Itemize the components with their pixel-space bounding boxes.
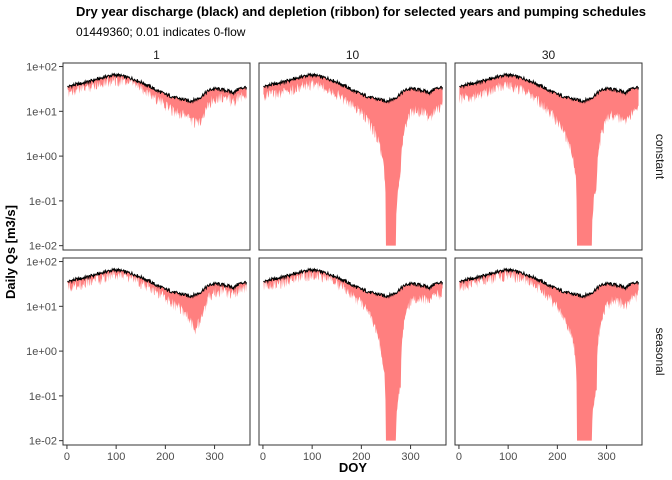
y-tick-label: 1e+01 [26, 106, 57, 118]
panel-seasonal-1 [67, 267, 248, 335]
discharge-line [459, 267, 640, 299]
x-tick-label: 300 [205, 451, 223, 463]
x-tick-label: 200 [156, 451, 174, 463]
panel-constant-30 [459, 72, 640, 246]
strip-row-constant: constant [653, 134, 667, 180]
y-tick-label: 1e+02 [26, 62, 57, 74]
panel-border [62, 257, 251, 446]
chart-subtitle: 01449360; 0.01 indicates 0-flow [76, 25, 246, 39]
panel-constant-10 [263, 72, 444, 246]
chart-title: Dry year discharge (black) and depletion… [76, 4, 646, 19]
y-axis-title: Daily Qs [m3/s] [3, 205, 18, 299]
strip-col-1: 1 [153, 48, 160, 62]
y-tick-label: 1e+00 [26, 151, 57, 163]
x-tick-label: 200 [352, 451, 370, 463]
facet-grid: 1 10 30 constant seasonal 1e-02 1e-01 1e+00 1e+0… [26, 48, 667, 463]
y-tick-label: 1e-02 [29, 436, 57, 448]
y-tick-label: 1e-01 [29, 391, 57, 403]
x-tick-label: 0 [456, 451, 462, 463]
discharge-line [263, 72, 444, 104]
y-tick-label: 1e-02 [29, 241, 57, 253]
x-tick-label: 0 [260, 451, 266, 463]
strip-row-seasonal: seasonal [653, 327, 667, 375]
y-tick-label: 1e-01 [29, 196, 57, 208]
depletion-ribbon [459, 268, 639, 441]
discharge-line [263, 267, 444, 299]
depletion-ribbon [459, 73, 639, 246]
panel-border [258, 257, 447, 446]
y-tick-label: 1e+01 [26, 301, 57, 313]
x-tick-label: 200 [548, 451, 566, 463]
strip-col-10: 10 [346, 48, 360, 62]
depletion-ribbon [67, 268, 247, 335]
x-axis-title: DOY [339, 460, 368, 475]
y-tick-label: 1e+00 [26, 346, 57, 358]
depletion-ribbon [263, 268, 443, 441]
discharge-line [67, 267, 248, 299]
panel-border [454, 62, 643, 251]
panel-seasonal-10 [263, 267, 444, 441]
x-tick-label: 100 [107, 451, 125, 463]
panel-border [454, 257, 643, 446]
panel-seasonal-30 [459, 267, 640, 441]
y-tick-label: 1e+02 [26, 257, 57, 269]
discharge-line [459, 72, 640, 104]
panel-border [258, 62, 447, 251]
panel-border [62, 62, 251, 251]
strip-col-30: 30 [542, 48, 556, 62]
depletion-ribbon [263, 73, 443, 246]
x-tick-label: 100 [303, 451, 321, 463]
x-tick-label: 300 [401, 451, 419, 463]
x-tick-label: 0 [64, 451, 70, 463]
x-tick-label: 300 [597, 451, 615, 463]
discharge-line [67, 72, 248, 104]
depletion-ribbon [67, 73, 247, 128]
panel-constant-1 [67, 72, 248, 128]
x-tick-label: 100 [499, 451, 517, 463]
